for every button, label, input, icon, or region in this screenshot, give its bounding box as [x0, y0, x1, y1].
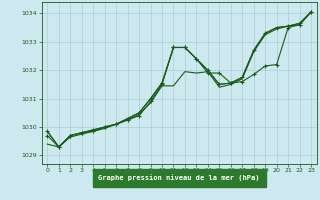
- X-axis label: Graphe pression niveau de la mer (hPa): Graphe pression niveau de la mer (hPa): [99, 175, 260, 181]
